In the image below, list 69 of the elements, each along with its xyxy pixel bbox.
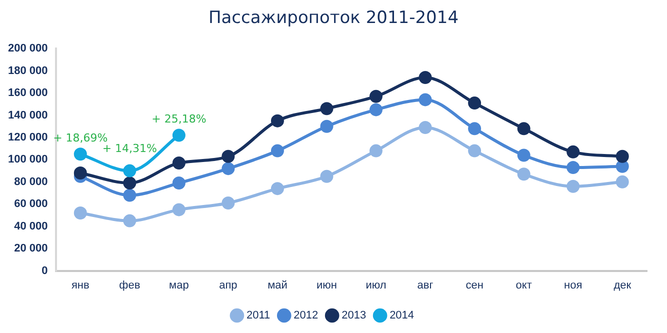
x-tick-label: окт [516,279,532,292]
point [517,148,530,162]
legend-label: 2011 [246,310,270,322]
point [172,203,186,216]
point [320,120,334,133]
x-tick-label: май [268,279,288,292]
legend-label: 2012 [294,310,318,322]
point [517,168,530,181]
point [222,150,235,163]
point [616,160,629,173]
point [418,70,432,84]
y-tick-label: 200 000 [8,42,48,55]
y-tick-label: 60 000 [14,198,48,210]
point [468,144,482,158]
x-tick-label: авг [417,279,434,292]
point [566,160,580,174]
legend-label: 2014 [390,310,414,322]
point [616,175,629,188]
point [123,214,136,228]
y-tick-label: 160 000 [8,87,48,100]
y-tick-label: 100 000 [8,154,48,166]
point [123,176,136,190]
y-tick-label: 80 000 [14,176,48,188]
annotation: + 25,18% [152,112,206,126]
x-tick-label: фев [119,279,140,292]
point [566,180,580,193]
point [370,103,383,116]
point [418,120,432,134]
point [172,156,186,170]
y-tick-label: 140 000 [8,109,48,122]
point [270,114,284,128]
point [616,150,629,163]
x-tick-label: мар [169,279,189,292]
point [74,166,87,180]
point [370,90,383,103]
point [320,170,334,183]
x-tick-label: дек [614,279,632,292]
x-tick-label: июн [316,279,337,292]
point [123,164,136,178]
y-tick-label: 180 000 [8,64,48,77]
point [517,122,530,136]
y-tick-label: 20 000 [14,242,48,255]
point [222,162,235,176]
point [74,206,87,220]
point [172,128,186,142]
point [566,145,580,158]
point [468,122,482,136]
x-tick-label: апр [219,279,238,292]
chart-title: Пассажиропоток 2011-2014 [207,8,460,28]
point [468,96,482,110]
point [74,148,87,161]
annotation: + 18,69% [53,132,108,145]
legend-label: 2013 [342,310,366,322]
y-tick-label: 40 000 [14,220,48,232]
point [123,188,136,202]
x-tick-label: янв [71,279,90,292]
annotation: + 14,31% [102,142,157,156]
x-tick-label: сен [466,279,484,292]
y-tick-label: 120 000 [8,132,48,144]
point [418,93,432,106]
point [270,182,284,196]
point [320,102,334,116]
x-tick-label: июл [366,279,386,292]
point [270,144,284,158]
point [172,176,186,190]
x-tick-label: ноя [564,279,582,292]
y-tick-label: 0 [42,264,48,277]
point [222,196,235,210]
point [370,144,383,158]
